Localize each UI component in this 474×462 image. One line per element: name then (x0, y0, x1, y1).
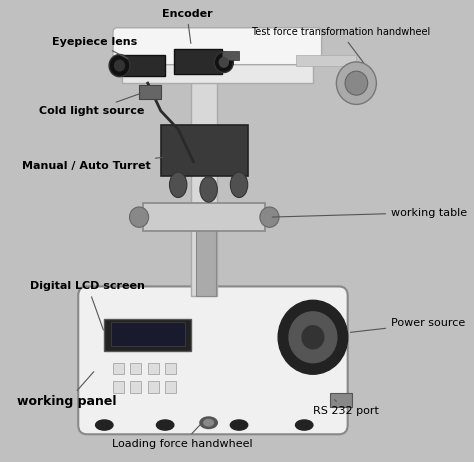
Bar (222, 51, 239, 60)
Bar (130, 381, 141, 393)
Circle shape (345, 71, 368, 95)
FancyBboxPatch shape (78, 286, 348, 434)
FancyBboxPatch shape (113, 28, 322, 65)
Bar (113, 363, 124, 374)
Bar (295, 55, 356, 66)
Bar (111, 322, 185, 346)
Bar (196, 213, 216, 296)
Bar (148, 363, 159, 374)
Text: Encoder: Encoder (162, 9, 212, 43)
Bar (148, 381, 159, 393)
Text: Manual / Auto Turret: Manual / Auto Turret (22, 158, 163, 171)
Circle shape (302, 326, 324, 349)
Circle shape (129, 207, 149, 227)
Circle shape (260, 207, 279, 227)
Ellipse shape (295, 420, 313, 430)
Bar (165, 363, 176, 374)
Ellipse shape (156, 420, 174, 430)
Text: working panel: working panel (18, 372, 117, 408)
Ellipse shape (96, 420, 113, 430)
Text: Digital LCD screen: Digital LCD screen (30, 281, 146, 330)
Circle shape (214, 52, 233, 73)
Text: Test force transformation handwheel: Test force transformation handwheel (251, 27, 430, 62)
Bar (113, 381, 124, 393)
Bar (139, 85, 161, 99)
Ellipse shape (230, 420, 248, 430)
Bar (122, 46, 313, 83)
Bar (165, 381, 176, 393)
Bar (330, 393, 352, 407)
Ellipse shape (200, 417, 217, 429)
Ellipse shape (200, 177, 217, 202)
Ellipse shape (204, 419, 213, 426)
Bar (104, 319, 191, 351)
Circle shape (219, 57, 229, 68)
Text: Eyepiece lens: Eyepiece lens (52, 36, 137, 59)
Text: Loading force handwheel: Loading force handwheel (112, 422, 253, 449)
Bar (122, 55, 165, 76)
Ellipse shape (170, 172, 187, 198)
Circle shape (109, 55, 130, 77)
Bar (130, 363, 141, 374)
Bar (161, 125, 248, 176)
Bar (144, 203, 265, 231)
Text: RS 232 port: RS 232 port (313, 400, 379, 416)
Circle shape (337, 62, 376, 104)
Bar (174, 49, 222, 74)
Text: working table: working table (272, 207, 467, 218)
Bar (191, 55, 217, 296)
Text: Power source: Power source (350, 318, 465, 332)
Text: Cold light source: Cold light source (39, 93, 145, 116)
Ellipse shape (230, 172, 248, 198)
Circle shape (289, 312, 337, 363)
Circle shape (278, 300, 348, 374)
Circle shape (114, 60, 125, 72)
